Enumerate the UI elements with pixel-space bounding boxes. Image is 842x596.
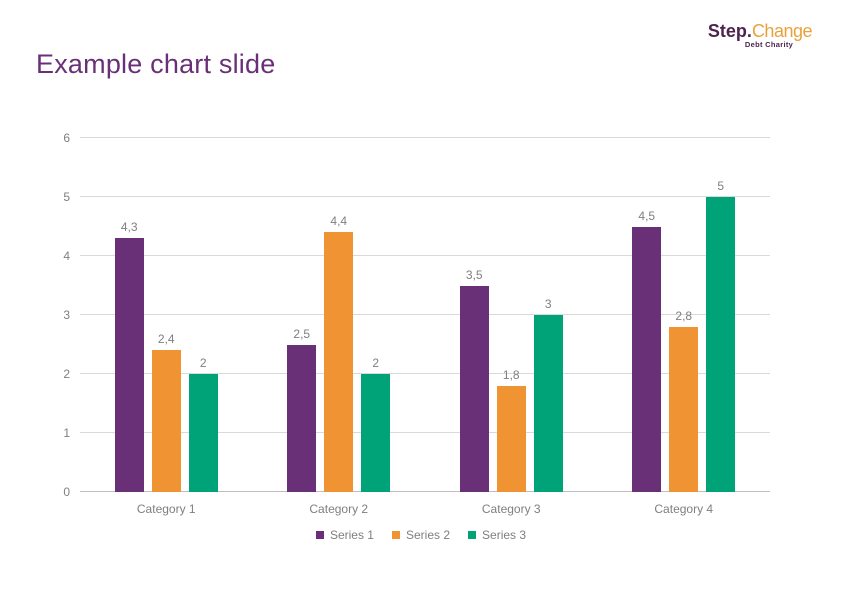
logo-wordmark: Step.Change bbox=[707, 21, 813, 41]
bar-series2-category1: 2,4 bbox=[151, 332, 181, 492]
bar-series1-category3: 3,5 bbox=[459, 268, 489, 492]
logo-step-text: Step bbox=[707, 21, 747, 41]
gridline bbox=[80, 196, 770, 197]
bar-series1-category4: 4,5 bbox=[632, 209, 662, 492]
gridline bbox=[80, 373, 770, 374]
y-axis-tick-label: 4 bbox=[63, 249, 70, 263]
category-label: Category 4 bbox=[654, 502, 714, 516]
bar-series2-category4: 2,8 bbox=[669, 309, 699, 492]
legend: Series 1 Series 2 Series 3 bbox=[0, 528, 842, 542]
legend-label: Series 2 bbox=[405, 528, 451, 542]
stepchange-logo: Step.Change Debt Charity bbox=[707, 21, 813, 49]
y-axis-tick-label: 3 bbox=[63, 308, 70, 322]
data-label: 2,5 bbox=[293, 326, 311, 341]
bar-series3-category4: 5 bbox=[706, 179, 736, 492]
plot-area: 0 1 2 3 4 5 6 4,3 2,4 2 Category 1 2,5 4,4 2 Category … bbox=[63, 131, 771, 516]
data-label: 3,5 bbox=[465, 267, 483, 282]
category-label: Category 2 bbox=[309, 502, 369, 516]
logo-tagline: Debt Charity bbox=[744, 40, 794, 49]
data-label: 4,4 bbox=[330, 214, 348, 229]
bar-series2-category3: 1,8 bbox=[496, 368, 526, 492]
gridline bbox=[80, 137, 770, 138]
bar-series2-category2: 4,4 bbox=[324, 214, 354, 492]
bar-series1-category2: 2,5 bbox=[287, 327, 317, 492]
legend-marker bbox=[468, 531, 477, 539]
data-label: 2 bbox=[199, 356, 207, 370]
legend-marker bbox=[391, 531, 400, 539]
category-label: Category 1 bbox=[136, 502, 196, 516]
legend-marker bbox=[315, 531, 324, 539]
bar-series3-category2: 2 bbox=[361, 356, 391, 492]
logo-dot: . bbox=[746, 21, 752, 41]
data-label: 4,5 bbox=[638, 208, 656, 223]
bar-group: 2,5 4,4 2 bbox=[253, 138, 426, 492]
legend-label: Series 3 bbox=[482, 528, 527, 542]
data-label: 2,4 bbox=[157, 332, 175, 347]
bar-group: 3,5 1,8 3 bbox=[425, 138, 598, 492]
y-axis-tick-label: 5 bbox=[63, 190, 70, 204]
legend-item: Series 1 bbox=[315, 528, 374, 542]
bar-group: 4,5 2,8 5 bbox=[598, 138, 771, 492]
y-axis-tick-label: 0 bbox=[63, 485, 70, 499]
legend-item: Series 3 bbox=[468, 528, 526, 542]
y-axis-tick-label: 6 bbox=[63, 131, 70, 145]
bar-group: 4,3 2,4 2 bbox=[80, 138, 253, 492]
data-label: 4,3 bbox=[120, 220, 138, 235]
legend-item: Series 2 bbox=[391, 528, 451, 542]
bar-series3-category1: 2 bbox=[188, 356, 218, 492]
y-axis-tick-label: 2 bbox=[63, 367, 70, 381]
data-label: 2,8 bbox=[675, 308, 693, 323]
data-label: 2 bbox=[372, 356, 380, 370]
gridline bbox=[80, 314, 770, 315]
x-axis-line bbox=[80, 491, 770, 492]
logo-change-text: Change bbox=[751, 21, 813, 41]
data-label: 1,8 bbox=[502, 367, 520, 382]
gridline bbox=[80, 432, 770, 433]
legend-label: Series 1 bbox=[329, 528, 374, 542]
bar-series1-category1: 4,3 bbox=[114, 220, 144, 492]
bar-series3-category3: 3 bbox=[533, 297, 563, 492]
data-label: 5 bbox=[717, 179, 725, 193]
gridline bbox=[80, 255, 770, 256]
data-label: 3 bbox=[544, 297, 552, 311]
slide-title: Example chart slide bbox=[36, 49, 276, 79]
y-axis-tick-label: 1 bbox=[63, 426, 70, 440]
category-label: Category 3 bbox=[481, 502, 541, 516]
